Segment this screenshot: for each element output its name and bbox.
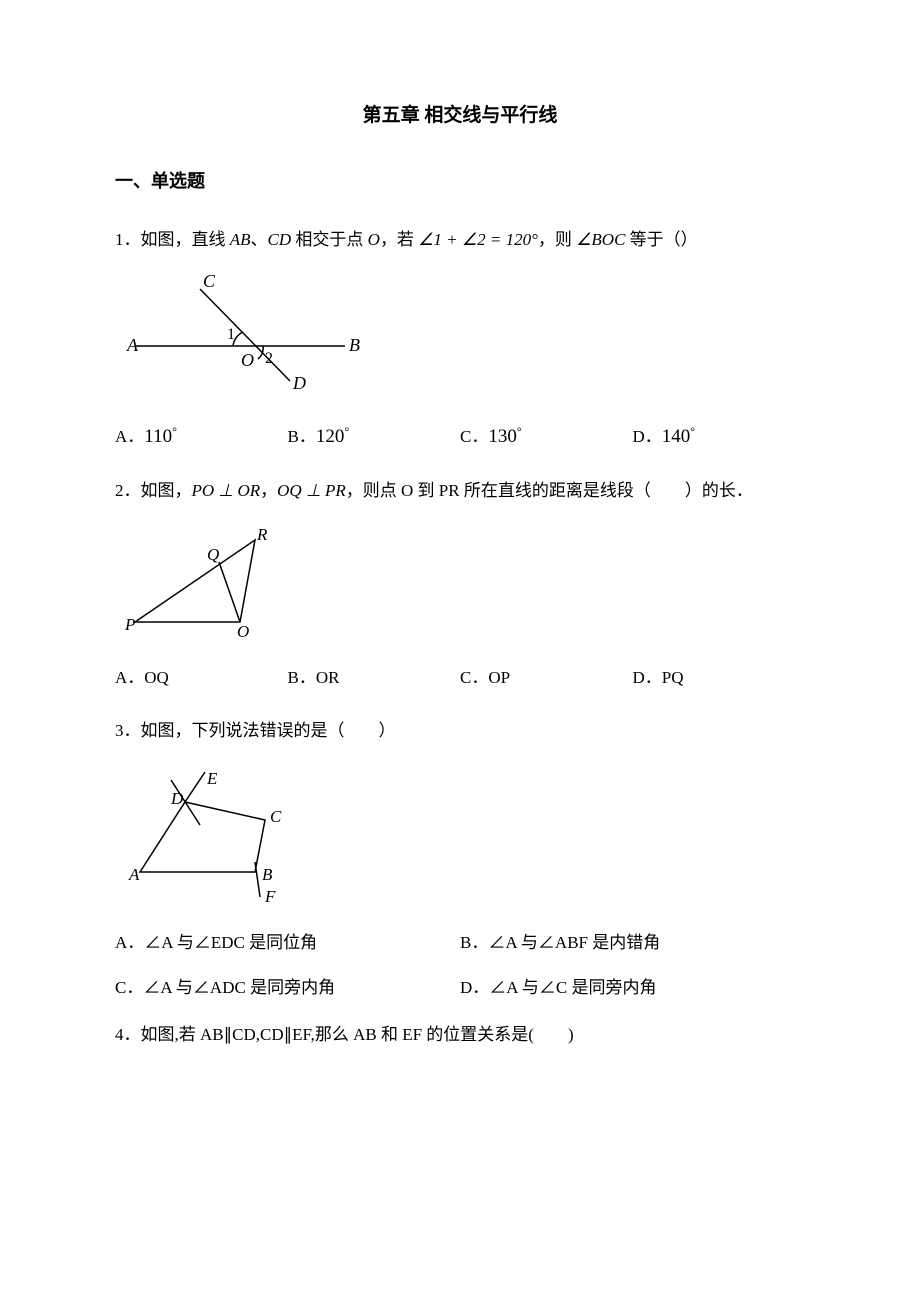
q3-option-d: D．∠A 与∠C 是同旁内角 xyxy=(460,973,805,998)
question-2-stem: 2．如图，PO ⊥ OR，OQ ⊥ PR，则点 O 到 PR 所在直线的距离是线… xyxy=(115,474,805,508)
q3-option-c: C．∠A 与∠ADC 是同旁内角 xyxy=(115,973,460,998)
q1-optD-letter: D． xyxy=(633,427,662,446)
q2-label-O: O xyxy=(237,622,249,641)
q1-boc: ∠BOC xyxy=(576,230,625,249)
q1-optD-deg: ° xyxy=(690,424,695,438)
q1-optC-letter: C． xyxy=(460,427,488,446)
q1-optB-val: 120 xyxy=(316,426,345,447)
question-1-stem: 1．如图，直线 AB、CD 相交于点 O，若 ∠1 + ∠2 = 120°，则 … xyxy=(115,223,805,257)
q2-tail: ，则点 O 到 PR 所在直线的距离是线段（ ）的长． xyxy=(346,481,753,500)
q1-optA-letter: A． xyxy=(115,427,144,446)
q1-mid2: 相交于点 xyxy=(291,230,368,249)
q2-poor: PO ⊥ OR xyxy=(192,481,261,500)
q1-text: 1．如图，直线 xyxy=(115,230,230,249)
q1-tail: 等于（） xyxy=(625,230,697,249)
q1-o: O xyxy=(368,230,380,249)
q1-optA-val: 110 xyxy=(144,426,172,447)
q1-optC-val: 130 xyxy=(488,426,517,447)
q1-label-C: C xyxy=(203,271,216,291)
q1-label-2: 2 xyxy=(265,350,273,367)
q1-label-B: B xyxy=(349,335,360,355)
page-title: 第五章 相交线与平行线 xyxy=(115,100,805,127)
q2-option-b: B．OR xyxy=(288,663,461,688)
q3-label-D: D xyxy=(170,789,184,808)
section-heading: 一、单选题 xyxy=(115,167,805,193)
q1-label-A: A xyxy=(126,335,139,355)
q2-label-P: P xyxy=(124,615,135,634)
q1-figure: A B C D O 1 2 xyxy=(115,271,805,406)
q1-option-b: B．120° xyxy=(288,422,461,448)
q3-label-E: E xyxy=(206,769,218,788)
q1-optB-deg: ° xyxy=(344,424,349,438)
q3-figure: A B C D E F xyxy=(115,762,805,912)
q1-option-c: C．130° xyxy=(460,422,633,448)
q1-optD-val: 140 xyxy=(662,426,691,447)
q2-figure: P O R Q xyxy=(115,522,805,647)
q3-label-C: C xyxy=(270,807,282,826)
q1-label-O: O xyxy=(241,350,254,370)
question-3-stem: 3．如图，下列说法错误的是（ ） xyxy=(115,714,805,748)
q3-label-B: B xyxy=(262,865,273,884)
q1-ab: AB xyxy=(230,230,251,249)
q2-label-R: R xyxy=(256,525,268,544)
q3-option-b: B．∠A 与∠ABF 是内错角 xyxy=(460,928,805,953)
q1-option-d: D．140° xyxy=(633,422,806,448)
q1-cd: CD xyxy=(268,230,292,249)
q1-label-1: 1 xyxy=(227,326,235,343)
q2-option-c: C．OP xyxy=(460,663,633,688)
q1-option-a: A．110° xyxy=(115,422,288,448)
q1-optC-deg: ° xyxy=(517,424,522,438)
q2-option-a: A．OQ xyxy=(115,663,288,688)
q1-sep1: 、 xyxy=(251,230,268,249)
q1-label-D: D xyxy=(292,373,306,393)
q2-label-Q: Q xyxy=(207,545,219,564)
q2-option-d: D．PQ xyxy=(633,663,806,688)
q1-eq: ∠1 + ∠2 = 120° xyxy=(418,230,538,249)
q3-label-A: A xyxy=(128,865,140,884)
q2-oqpr: OQ ⊥ PR xyxy=(277,481,346,500)
q3-options: A．∠A 与∠EDC 是同位角 B．∠A 与∠ABF 是内错角 C．∠A 与∠A… xyxy=(115,928,805,1018)
q2-c1: ， xyxy=(260,481,277,500)
q3-label-F: F xyxy=(264,887,276,906)
q1-optB-letter: B． xyxy=(288,427,316,446)
q1-mid4: ，则 xyxy=(538,230,576,249)
question-4-stem: 4．如图,若 AB∥CD,CD∥EF,那么 AB 和 EF 的位置关系是( ) xyxy=(115,1018,805,1052)
q1-options: A．110° B．120° C．130° D．140° xyxy=(115,422,805,448)
q1-mid3: ，若 xyxy=(380,230,418,249)
q2-pre: 2．如图， xyxy=(115,481,192,500)
q3-option-a: A．∠A 与∠EDC 是同位角 xyxy=(115,928,460,953)
q2-options: A．OQ B．OR C．OP D．PQ xyxy=(115,663,805,688)
q1-optA-deg: ° xyxy=(172,424,177,438)
